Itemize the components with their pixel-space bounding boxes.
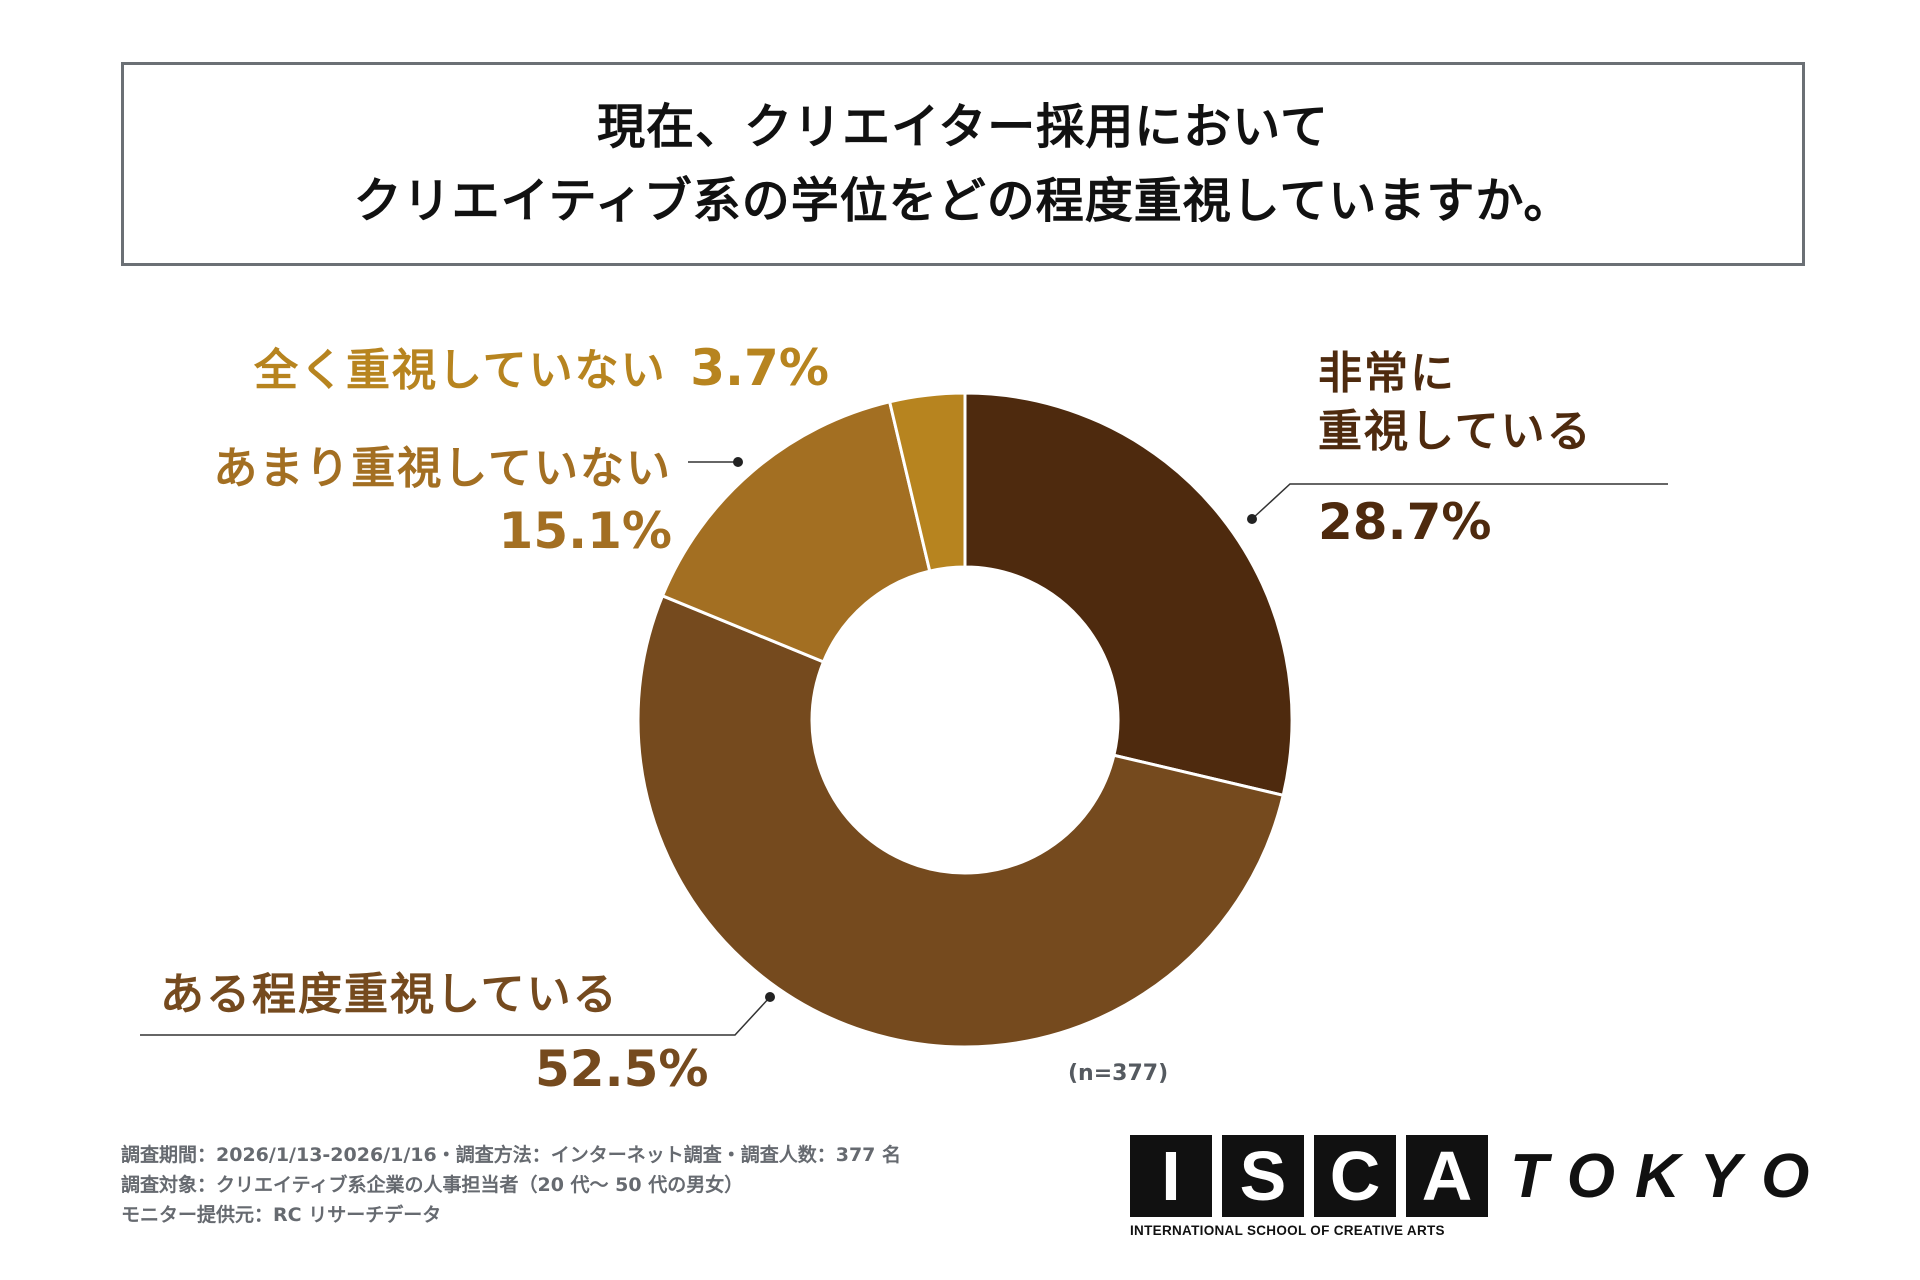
donut-slices	[636, 391, 1294, 1049]
slice-not-very-important	[660, 399, 932, 664]
leader-not-very-important-dot	[733, 457, 743, 467]
leader-lines	[140, 457, 1668, 1036]
value-very-important: 28.7%	[1318, 493, 1492, 551]
label-somewhat-important-text: ある程度重視している	[160, 969, 619, 1020]
logo-city: TOKYO	[1510, 1142, 1830, 1211]
isca-tokyo-logo: I S C A INTERNATIONAL SCHOOL OF CREATIVE…	[1130, 1135, 1810, 1245]
survey-footnote: 調査期間：2026/1/13-2026/1/16・調査方法：インターネット調査・…	[121, 1140, 901, 1230]
slice-very-important	[963, 391, 1294, 798]
label-very-important: 非常に 重視している 28.7%	[1318, 345, 1593, 551]
leader-very-important	[1251, 483, 1668, 520]
footnote-line1: 調査期間：2026/1/13-2026/1/16・調査方法：インターネット調査・…	[121, 1144, 902, 1166]
leader-somewhat-important-dot	[765, 992, 775, 1002]
footnote-line3: モニター提供元：RC リサーチデータ	[121, 1204, 442, 1226]
logo-letter-i: I	[1130, 1135, 1212, 1217]
logo-subtitle: INTERNATIONAL SCHOOL OF CREATIVE ARTS	[1130, 1223, 1445, 1238]
value-not-at-all-important: 3.7%	[690, 339, 829, 397]
label-very-important-line1: 非常に	[1318, 348, 1456, 399]
value-somewhat-important: 52.5%	[535, 1040, 709, 1098]
chart-title-line2: クリエイティブ系の学位をどの程度重視していますか。	[353, 173, 1573, 229]
label-not-very-important-text: あまり重視していない	[213, 443, 672, 494]
label-somewhat-important: ある程度重視している	[160, 958, 619, 1022]
sample-size-note: (n=377)	[1068, 1061, 1169, 1086]
chart-title: 現在、クリエイター採用において クリエイティブ系の学位をどの程度重視していますか…	[121, 62, 1805, 266]
leader-somewhat-important	[140, 996, 771, 1036]
logo-letter-a: A	[1406, 1135, 1488, 1217]
chart-title-line1: 現在、クリエイター採用において	[597, 99, 1329, 155]
label-not-very-important: あまり重視していない 15.1%	[122, 432, 672, 560]
slice-somewhat-important	[636, 593, 1286, 1049]
label-not-at-all-important: 全く重視していない 3.7%	[254, 334, 829, 398]
value-not-very-important: 15.1%	[498, 502, 672, 560]
logo-letter-s: S	[1222, 1135, 1304, 1217]
slice-not-at-all-important	[887, 391, 967, 573]
label-not-at-all-important-text: 全く重視していない	[254, 345, 667, 396]
label-very-important-line2: 重視している	[1318, 406, 1593, 457]
leader-very-important-dot	[1247, 514, 1257, 524]
footnote-line2: 調査対象：クリエイティブ系企業の人事担当者（20 代〜 50 代の男女）	[121, 1174, 744, 1196]
logo-letter-c: C	[1314, 1135, 1396, 1217]
